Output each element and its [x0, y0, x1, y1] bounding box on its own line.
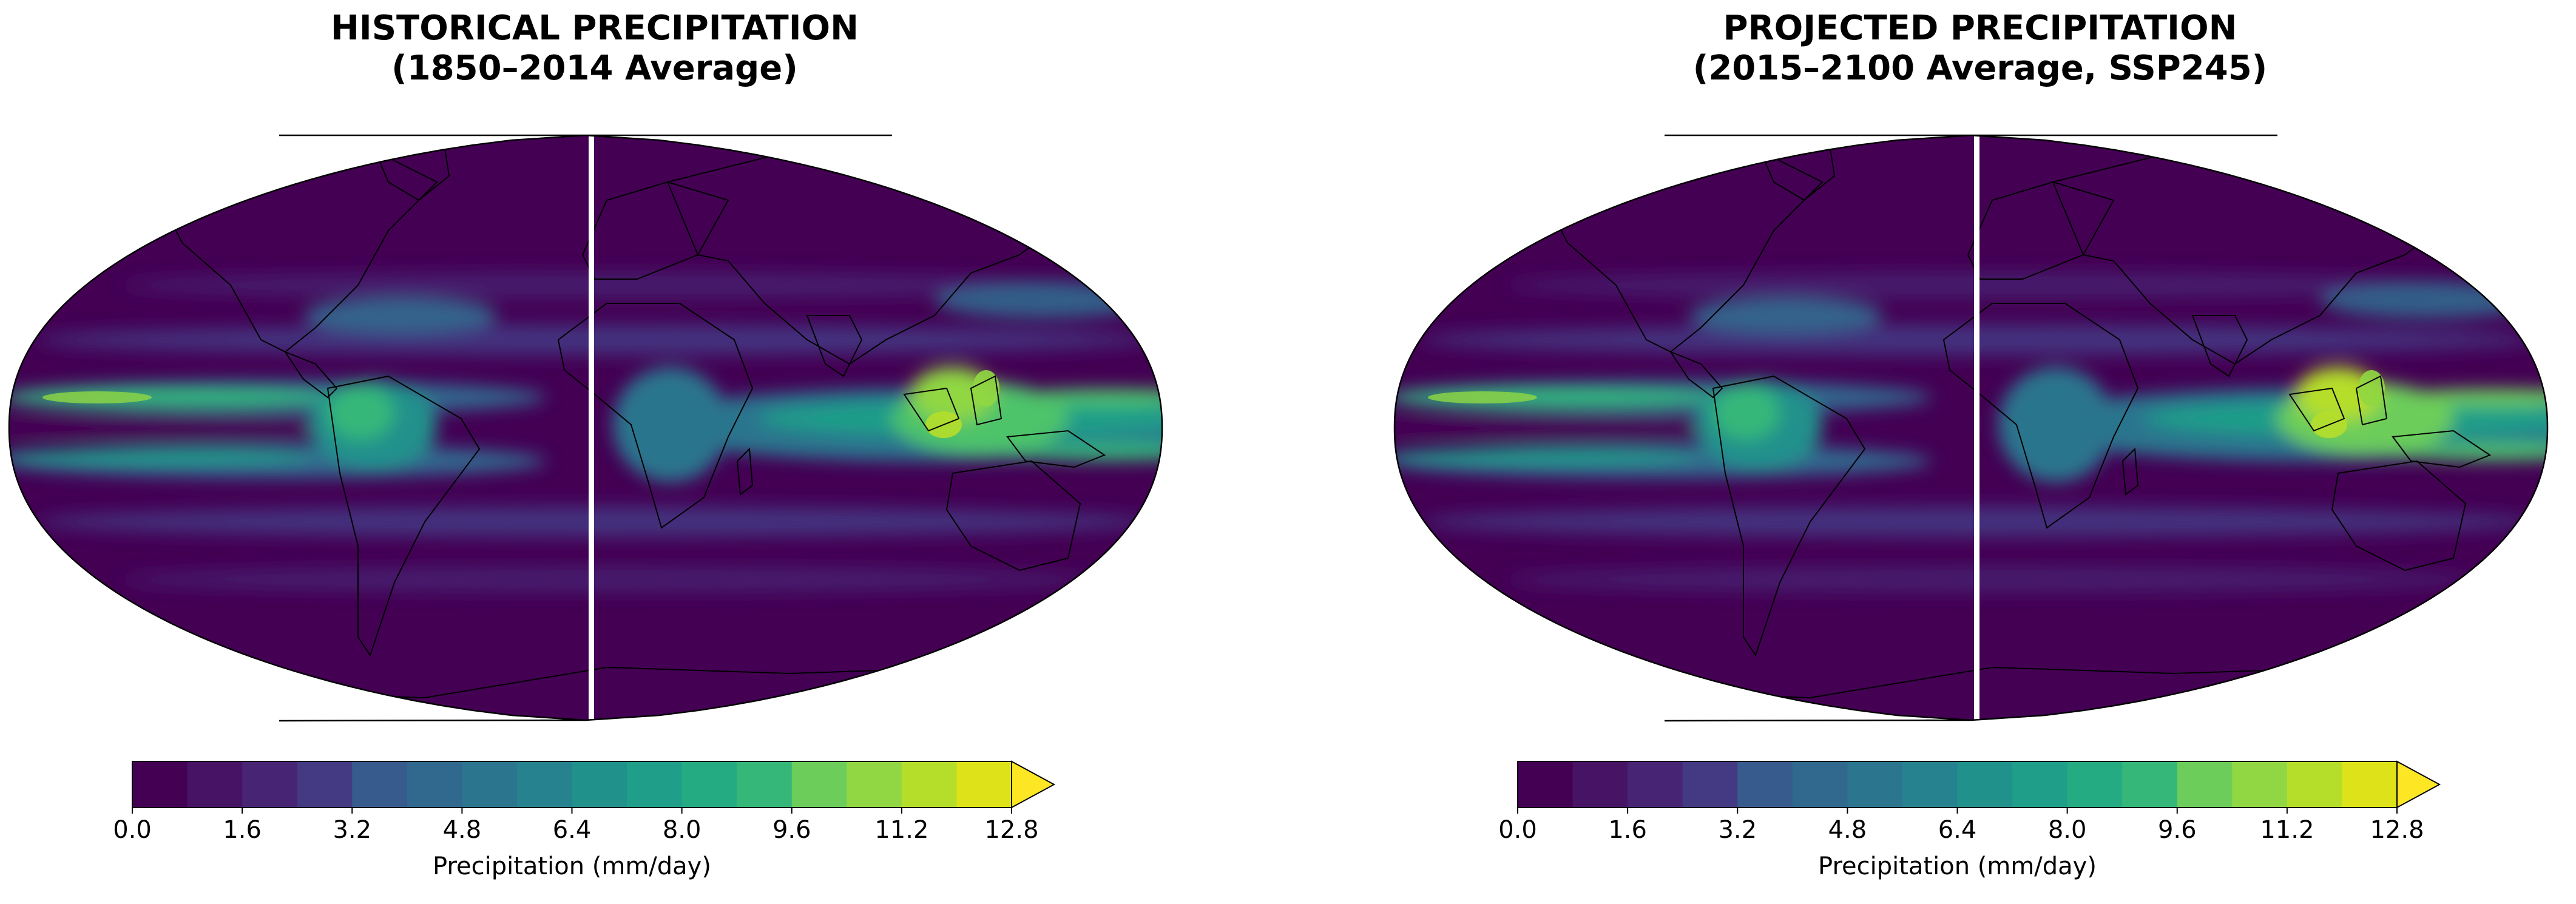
colorbar-tick-label: 1.6 [223, 816, 262, 844]
colorbar-bin [2287, 761, 2342, 808]
seam-line [1974, 135, 1979, 721]
panel-historical: HISTORICAL PRECIPITATION (1850–2014 Aver… [0, 0, 1274, 904]
colorbar-tick-label: 11.2 [2260, 816, 2314, 844]
map-boundary [8, 134, 1163, 722]
colorbar-svg [1517, 760, 2441, 814]
land-outline [581, 181, 729, 280]
colorbar-bin [516, 761, 572, 808]
colorbar-tick-label: 3.2 [1718, 816, 1757, 844]
colorbar-bin [187, 761, 243, 808]
land-outline [1967, 181, 2115, 280]
colorbar-tick-label: 11.2 [874, 816, 929, 844]
colorbar-tick-label: 8.0 [662, 816, 701, 844]
colorbar-tick-label: 9.6 [772, 816, 811, 844]
land-outline [283, 350, 338, 399]
colorbar-tick-label: 4.8 [442, 816, 482, 844]
panel-title-line1: PROJECTED PRECIPITATION [1723, 8, 2237, 48]
colorbar-bin [1847, 761, 1903, 808]
colorbar-bin [1572, 761, 1628, 808]
map-boundary [1393, 134, 2549, 722]
panel-title: PROJECTED PRECIPITATION (2015–2100 Avera… [1385, 8, 2575, 89]
colorbar-tick-label: 0.0 [1498, 816, 1537, 844]
precipitation-map [8, 134, 1163, 722]
colorbar-tick-label: 9.6 [2157, 816, 2197, 844]
colorbar-bin [407, 761, 462, 808]
land-outline [1006, 430, 1106, 468]
colorbar-bin [2067, 761, 2123, 808]
panel-title-line1: HISTORICAL PRECIPITATION [331, 8, 859, 48]
colorbar-bin [627, 761, 683, 808]
colorbar-bin [1957, 761, 2013, 808]
land-outline [806, 315, 863, 377]
colorbar-tick-label: 8.0 [2047, 816, 2087, 844]
panel-title-line2: (1850–2014 Average) [391, 49, 798, 88]
colorbar-bin [1518, 761, 1574, 808]
colorbar-bin [297, 761, 353, 808]
colorbar-bin [791, 761, 847, 808]
panel-projected: PROJECTED PRECIPITATION (2015–2100 Avera… [1385, 0, 2576, 904]
land-outline [557, 303, 754, 529]
colorbar-tick-label: 12.8 [2370, 816, 2424, 844]
colorbar-bin [847, 761, 902, 808]
colorbar-svg [132, 760, 1056, 814]
colorbar-tick-label: 0.0 [113, 816, 152, 844]
colorbar-extend-triangle [2396, 760, 2441, 809]
land-outline [1712, 375, 1866, 657]
colorbar-bin [1682, 761, 1738, 808]
land-outline [2355, 375, 2388, 426]
colorbar-bin [572, 761, 627, 808]
colorbar-bin [1792, 761, 1848, 808]
colorbar-bin [2012, 761, 2068, 808]
precipitation-map [1393, 134, 2549, 722]
precip-field [1394, 135, 2547, 721]
colorbar-bin [2232, 761, 2288, 808]
colorbar-tick-label: 6.4 [1938, 816, 1977, 844]
land-outline [903, 387, 960, 432]
land-outline [2191, 315, 2248, 377]
colorbar-bin [737, 761, 793, 808]
colorbar-extend-triangle [1011, 760, 1056, 809]
land-outline [2392, 430, 2492, 468]
colorbar-bin [901, 761, 957, 808]
colorbar-label: Precipitation (mm/day) [1818, 852, 2097, 880]
colorbar-bin [242, 761, 298, 808]
colorbar-bin [1737, 761, 1793, 808]
land-outline [2121, 447, 2139, 496]
land-outline [945, 460, 1081, 572]
precip-field [9, 135, 1162, 721]
land-outline [1942, 303, 2139, 529]
colorbar-bin [1628, 761, 1683, 808]
colorbar-tick-label: 1.6 [1608, 816, 1647, 844]
colorbar-bin [2342, 761, 2398, 808]
colorbar-bin [132, 761, 188, 808]
land-outline [970, 375, 1002, 426]
colorbar-bin [956, 761, 1012, 808]
land-outline [2288, 387, 2345, 432]
colorbar-label: Precipitation (mm/day) [433, 852, 711, 880]
colorbar-bin [462, 761, 518, 808]
land-outline [736, 447, 754, 496]
panel-title-line2: (2015–2100 Average, SSP245) [1692, 49, 2268, 88]
colorbar-bin [2122, 761, 2178, 808]
colorbar-bin [352, 761, 408, 808]
colorbar-tick-label: 12.8 [984, 816, 1039, 844]
colorbar-tick-label: 4.8 [1828, 816, 1867, 844]
colorbar-tick-label: 6.4 [552, 816, 592, 844]
land-outline [326, 375, 481, 657]
colorbar-bin [681, 761, 737, 808]
colorbar-bin [1902, 761, 1958, 808]
land-outline [2331, 460, 2467, 572]
colorbar-bin [2177, 761, 2233, 808]
land-outline [1669, 350, 1723, 399]
seam-line [589, 135, 594, 721]
colorbar-tick-label: 3.2 [333, 816, 372, 844]
panel-title: HISTORICAL PRECIPITATION (1850–2014 Aver… [0, 8, 1189, 89]
